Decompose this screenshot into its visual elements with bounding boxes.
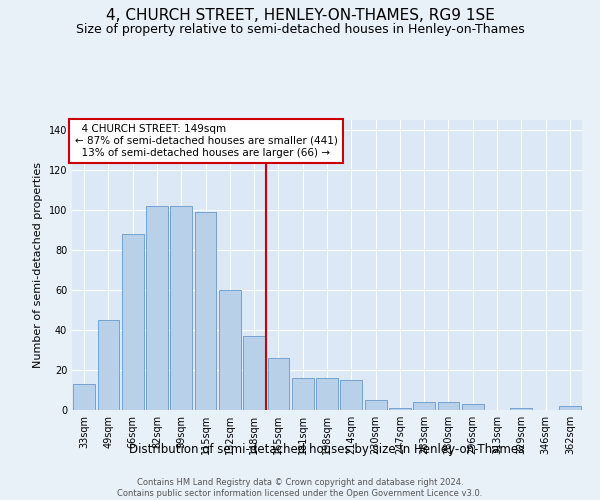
Bar bbox=[170, 206, 192, 410]
Bar bbox=[316, 378, 338, 410]
Text: Contains HM Land Registry data © Crown copyright and database right 2024.
Contai: Contains HM Land Registry data © Crown c… bbox=[118, 478, 482, 498]
Y-axis label: Number of semi-detached properties: Number of semi-detached properties bbox=[33, 162, 43, 368]
Bar bbox=[194, 212, 217, 410]
Bar bbox=[365, 400, 386, 410]
Bar bbox=[462, 404, 484, 410]
Bar bbox=[219, 290, 241, 410]
Bar bbox=[559, 406, 581, 410]
Bar bbox=[437, 402, 460, 410]
Text: Size of property relative to semi-detached houses in Henley-on-Thames: Size of property relative to semi-detach… bbox=[76, 22, 524, 36]
Bar bbox=[243, 336, 265, 410]
Text: 4, CHURCH STREET, HENLEY-ON-THAMES, RG9 1SE: 4, CHURCH STREET, HENLEY-ON-THAMES, RG9 … bbox=[106, 8, 494, 22]
Bar bbox=[389, 408, 411, 410]
Text: 4 CHURCH STREET: 149sqm  
← 87% of semi-detached houses are smaller (441)
  13% : 4 CHURCH STREET: 149sqm ← 87% of semi-de… bbox=[74, 124, 337, 158]
Text: Distribution of semi-detached houses by size in Henley-on-Thames: Distribution of semi-detached houses by … bbox=[130, 442, 524, 456]
Bar bbox=[73, 384, 95, 410]
Bar bbox=[146, 206, 168, 410]
Bar bbox=[97, 320, 119, 410]
Bar bbox=[413, 402, 435, 410]
Bar bbox=[292, 378, 314, 410]
Bar bbox=[511, 408, 532, 410]
Bar bbox=[122, 234, 143, 410]
Bar bbox=[340, 380, 362, 410]
Bar bbox=[268, 358, 289, 410]
